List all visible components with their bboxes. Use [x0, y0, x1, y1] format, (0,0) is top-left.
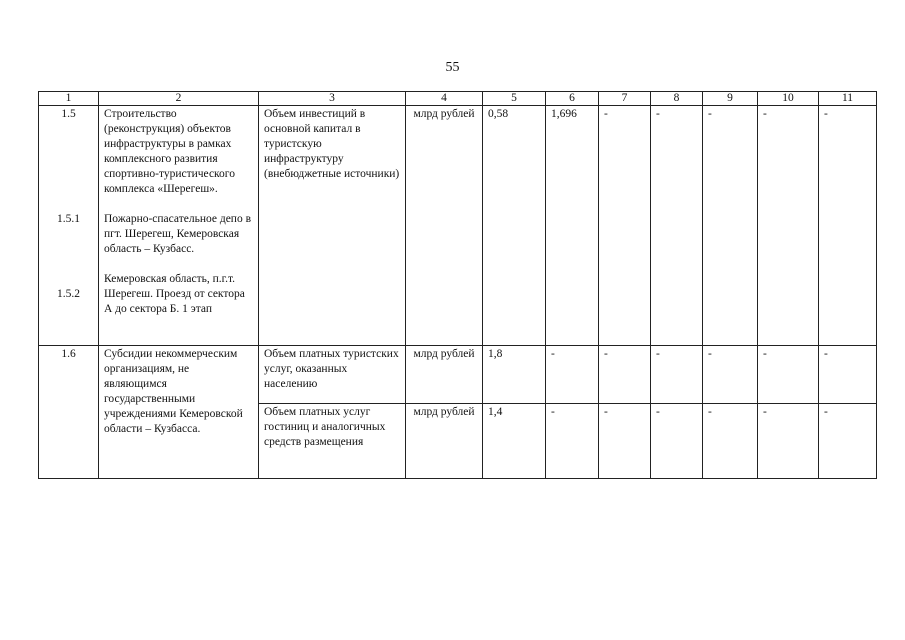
row-name: Пожарно-спасательное депо в пгт. Шерегеш…	[104, 213, 252, 255]
value-cell: -	[702, 345, 758, 404]
header-cell: 8	[650, 91, 703, 106]
header-cell: 4	[405, 91, 483, 106]
value-cell: -	[702, 403, 758, 479]
indicators-table: 1 2 3 4 5 6 7 8 9 10 11 1.5 1.5.1 1.5.2 …	[38, 91, 877, 479]
value-cell: 1,8	[482, 345, 546, 404]
row-name: Строительство (реконструкция) объектов и…	[104, 108, 235, 195]
value-cell: -	[545, 403, 599, 479]
header-cell: 10	[757, 91, 819, 106]
header-cell: 2	[98, 91, 259, 106]
unit-cell: млрд рублей	[405, 403, 483, 479]
value-cell: 0,58	[482, 105, 546, 346]
header-cell: 5	[482, 91, 546, 106]
table-row: 1.6 Субсидии некоммерческим организациям…	[38, 345, 877, 479]
value-cell: 1,4	[482, 403, 546, 479]
row-number: 1.5.2	[57, 288, 80, 300]
value-cell: -	[702, 105, 758, 346]
header-cell: 6	[545, 91, 599, 106]
header-cell: 3	[258, 91, 406, 106]
row-number: 1.6	[38, 345, 99, 479]
indicator-cell: Объем инвестиций в основной капитал в ту…	[258, 105, 406, 346]
row-number: 1.5	[61, 108, 76, 120]
header-cell: 7	[598, 91, 651, 106]
value-cell: 1,696	[545, 105, 599, 346]
value-cell: -	[650, 403, 703, 479]
value-cell: -	[598, 105, 651, 346]
value-cell: -	[598, 345, 651, 404]
table-header-row: 1 2 3 4 5 6 7 8 9 10 11	[38, 91, 877, 106]
value-cell: -	[818, 345, 877, 404]
value-cell: -	[757, 105, 819, 346]
header-cell: 1	[38, 91, 99, 106]
value-cell: -	[650, 345, 703, 404]
page-number: 55	[445, 60, 460, 75]
value-cell: -	[757, 345, 819, 404]
value-cell: -	[757, 403, 819, 479]
row-number-cell: 1.5 1.5.1 1.5.2	[38, 105, 99, 346]
header-cell: 9	[702, 91, 758, 106]
value-cell: -	[818, 105, 877, 346]
unit-cell: млрд рублей	[405, 345, 483, 404]
table-row: Объем платных услуг гостиниц и аналогичн…	[39, 403, 877, 479]
value-cell: -	[818, 403, 877, 479]
row-name: Субсидии некоммерческим организациям, не…	[98, 345, 259, 479]
unit-cell: млрд рублей	[405, 105, 483, 346]
row-name: Кемеровская область, п.г.т. Шерегеш. Про…	[104, 273, 245, 315]
value-cell: -	[650, 105, 703, 346]
header-cell: 11	[818, 91, 877, 106]
table-row: 1.5 1.5.1 1.5.2 Строительство (реконстру…	[38, 105, 877, 346]
value-cell: -	[545, 345, 599, 404]
indicator-cell: Объем платных туристских услуг, оказанны…	[258, 345, 406, 404]
name-cell: Строительство (реконструкция) объектов и…	[98, 105, 259, 346]
indicator-cell: Объем платных услуг гостиниц и аналогичн…	[258, 403, 406, 479]
value-cell: -	[598, 403, 651, 479]
row-number: 1.5.1	[57, 213, 80, 225]
